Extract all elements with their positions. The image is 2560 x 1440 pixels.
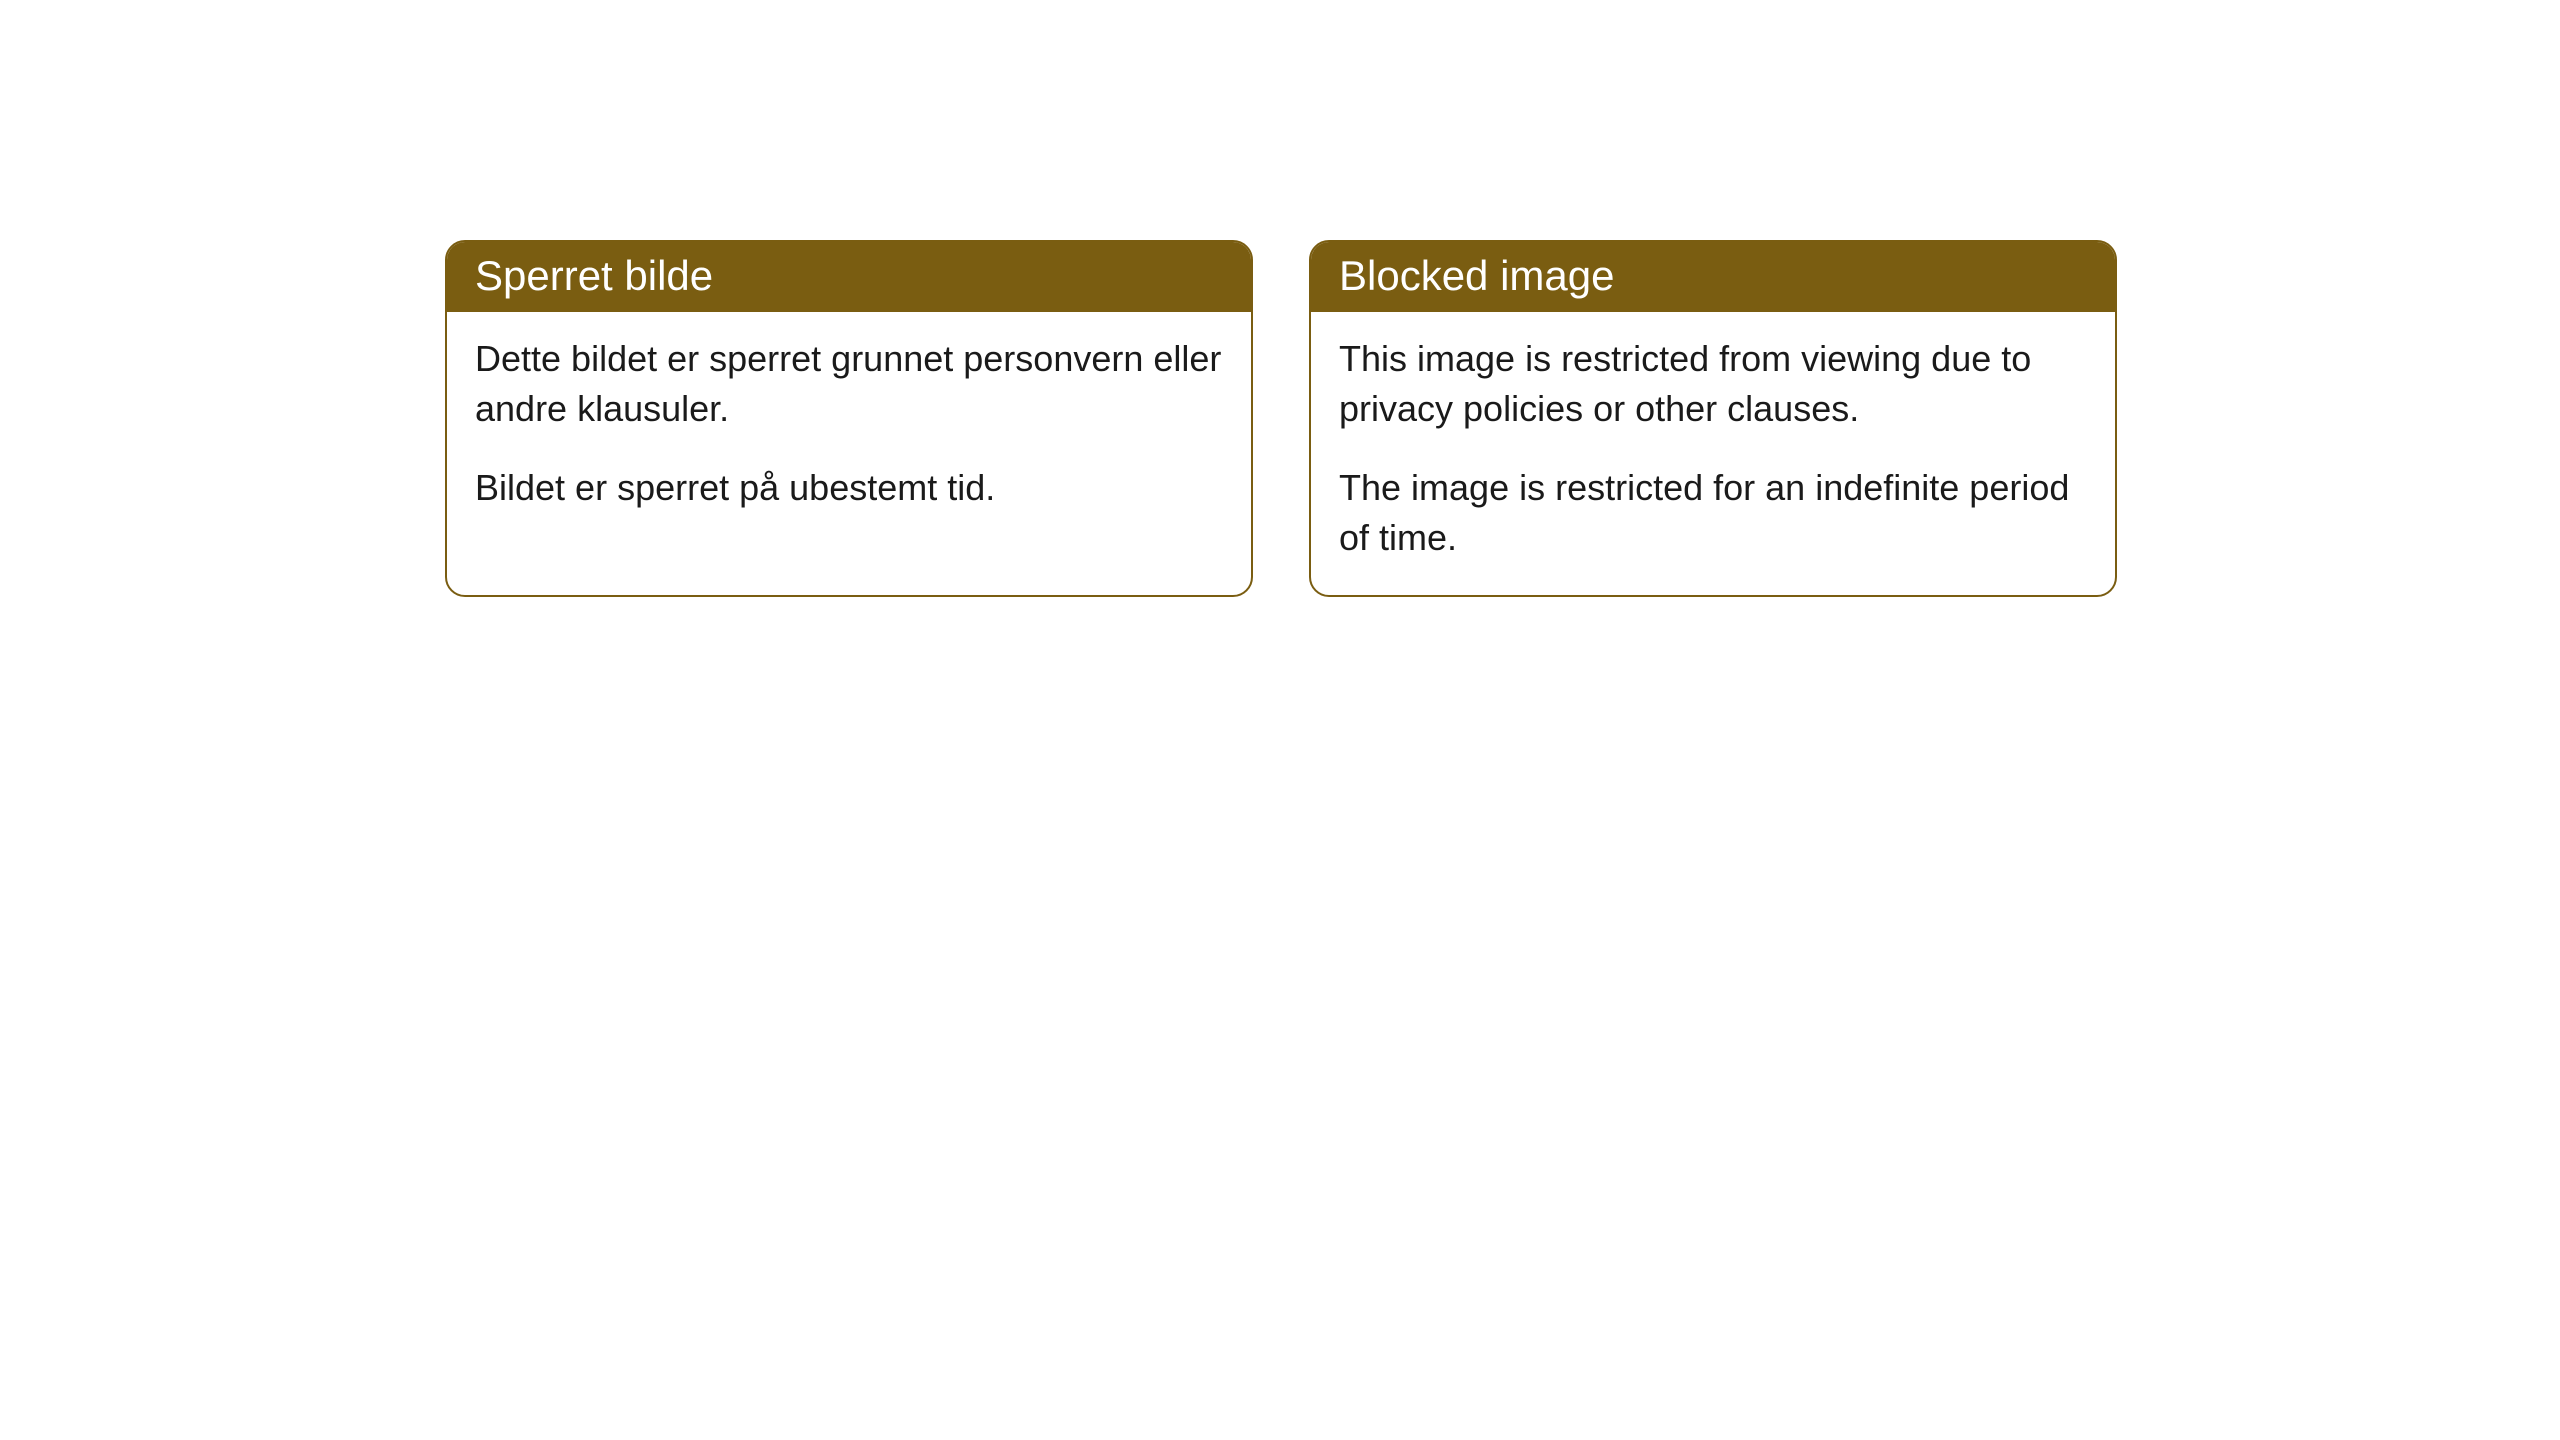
card-body: Dette bildet er sperret grunnet personve… (447, 312, 1251, 545)
card-title: Blocked image (1339, 252, 1614, 299)
card-paragraph: The image is restricted for an indefinit… (1339, 463, 2087, 562)
card-paragraph: Bildet er sperret på ubestemt tid. (475, 463, 1223, 513)
card-norwegian: Sperret bilde Dette bildet er sperret gr… (445, 240, 1253, 597)
card-paragraph: Dette bildet er sperret grunnet personve… (475, 334, 1223, 433)
card-header: Sperret bilde (447, 242, 1251, 312)
card-english: Blocked image This image is restricted f… (1309, 240, 2117, 597)
card-body: This image is restricted from viewing du… (1311, 312, 2115, 595)
card-paragraph: This image is restricted from viewing du… (1339, 334, 2087, 433)
cards-container: Sperret bilde Dette bildet er sperret gr… (445, 240, 2117, 597)
card-title: Sperret bilde (475, 252, 713, 299)
card-header: Blocked image (1311, 242, 2115, 312)
